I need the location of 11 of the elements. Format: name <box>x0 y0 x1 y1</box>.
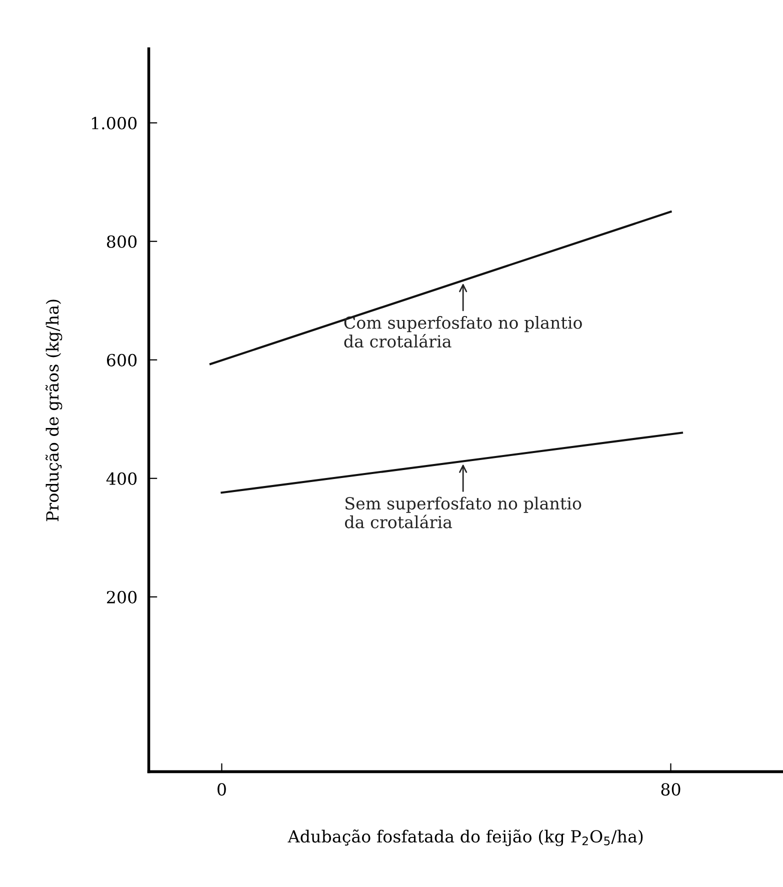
x-tick-label: 80 <box>661 783 680 796</box>
y-tick-label: 1.000 <box>92 116 137 130</box>
y-tick-label: 600 <box>106 354 137 366</box>
x-tick-label: 0 <box>218 783 226 796</box>
y-axis-title: Produção de grãos (kg/ha) <box>46 300 62 522</box>
y-tick-label: 800 <box>106 235 137 248</box>
annotation: Com superfosfato no plantio da crotalária <box>344 316 582 348</box>
y-tick-label: 200 <box>106 590 137 604</box>
annotation: Sem superfosfato no plantio da crotalária <box>344 496 582 528</box>
x-axis-title: Adubação fosfatada do feijão (kg P$_{2}$O$_{5}$/ha) <box>288 829 643 846</box>
y-tick-label: 400 <box>106 472 137 485</box>
